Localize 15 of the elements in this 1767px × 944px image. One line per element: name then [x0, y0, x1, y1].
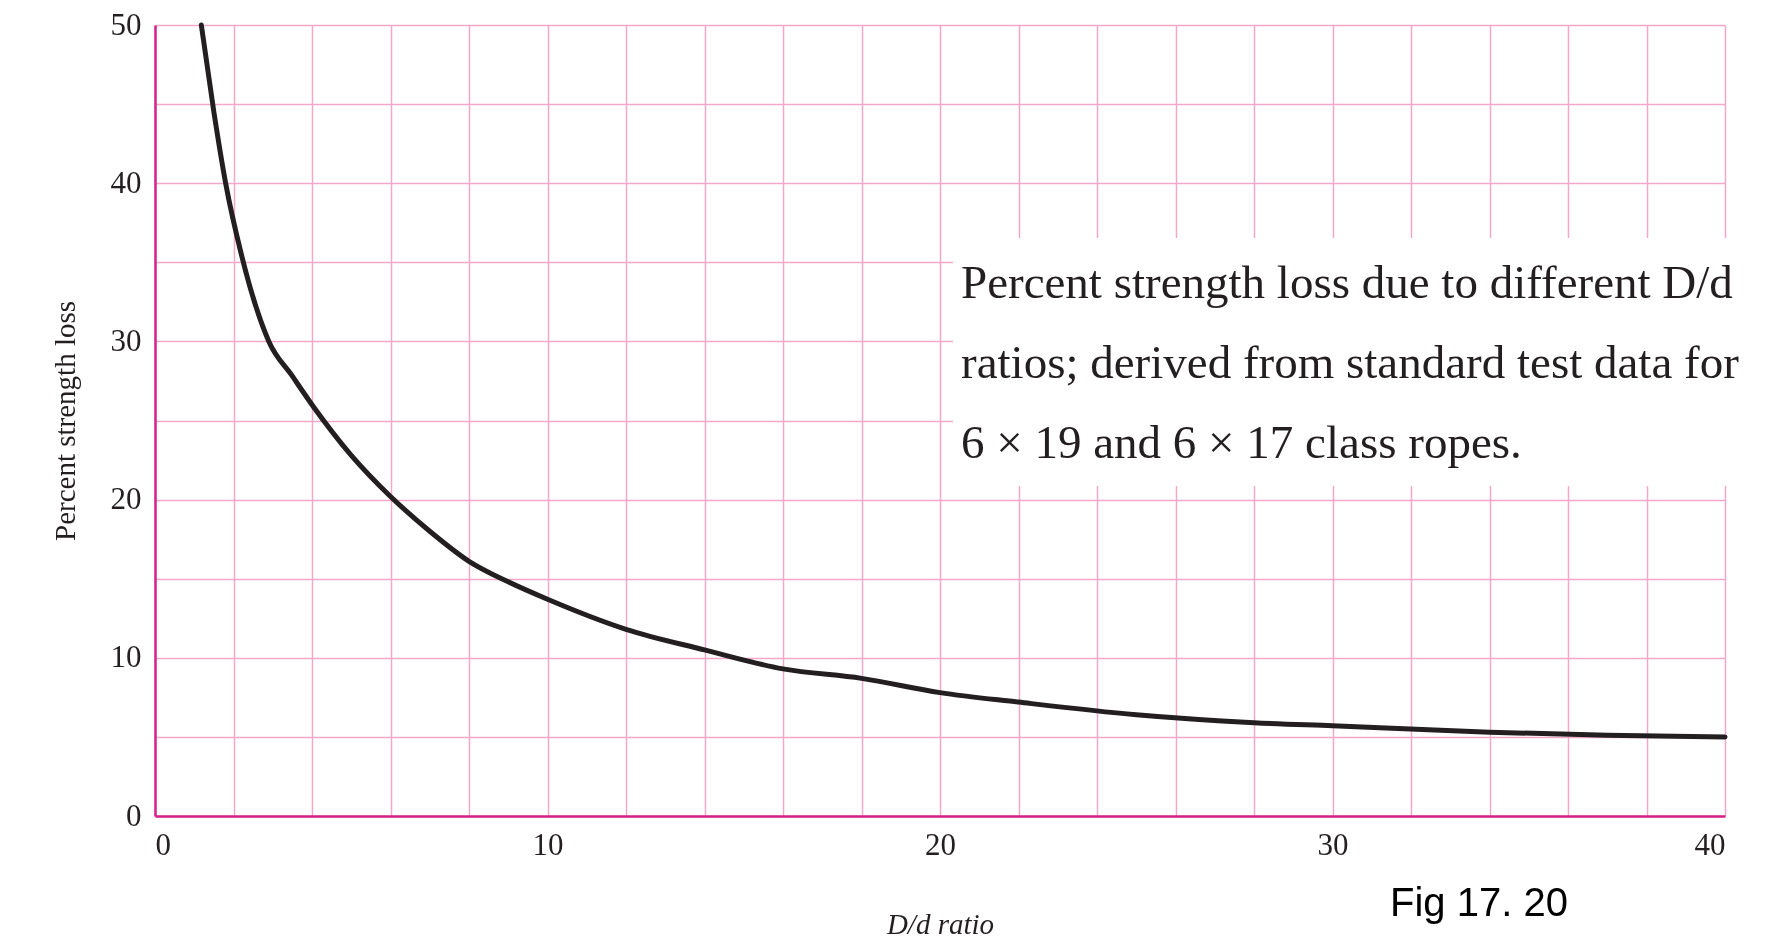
y-tick-label: 40	[110, 164, 142, 200]
y-tick-label: 0	[126, 797, 142, 833]
y-tick-label: 50	[110, 6, 142, 42]
y-tick-label: 20	[110, 481, 142, 517]
x-tick-label: 10	[532, 826, 564, 862]
x-axis-title: D/d ratio	[885, 907, 995, 940]
y-axis-title: Percent strength loss	[48, 300, 81, 542]
x-tick-label: 0	[155, 826, 171, 862]
x-tick-label: 40	[1694, 826, 1726, 862]
annotation: Percent strength loss due to different D/d ratios; derived from standard test data for 6 × 19 and 6 × 17 class ropes.	[953, 238, 1767, 486]
y-tick-label: 10	[110, 639, 142, 675]
x-tick-label: 20	[925, 826, 956, 862]
caption: Fig 17. 20	[1390, 880, 1568, 925]
y-tick-label: 30	[110, 322, 142, 358]
x-tick-label: 30	[1317, 826, 1349, 862]
